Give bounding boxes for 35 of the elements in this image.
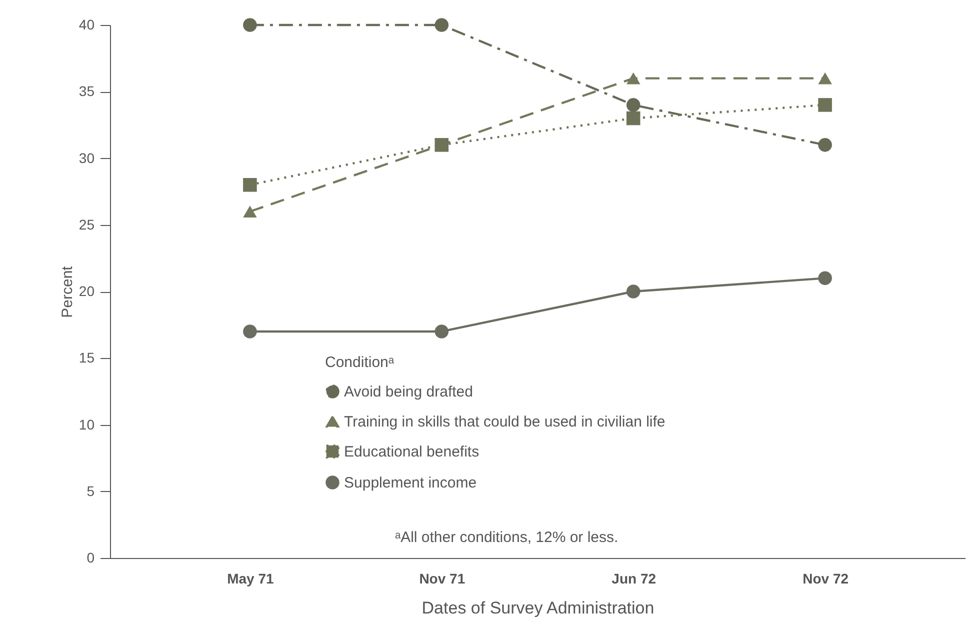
legend-label: Supplement income [344, 474, 477, 492]
point [626, 284, 640, 298]
point [434, 18, 449, 32]
y-axis-title: Percent [58, 265, 76, 318]
point [626, 72, 640, 84]
x-tick-label: Nov 71 [419, 570, 466, 586]
y-tick-label: 0 [86, 550, 95, 566]
y-tick-label: 35 [78, 83, 95, 100]
point [243, 206, 257, 218]
x-tick-label: May 71 [227, 570, 274, 586]
point [818, 138, 832, 152]
point [818, 98, 832, 112]
y-tick-label: 10 [78, 416, 95, 432]
annotation: ᵃAll other conditions, 12% or less. [395, 529, 618, 546]
x-tick-label: Jun 72 [612, 570, 656, 586]
legend-label: Educational benefits [344, 444, 480, 460]
y-tick-label: 40 [78, 16, 95, 32]
y-tick-label: 5 [86, 482, 95, 499]
legend-title: Conditionᵃ [325, 354, 394, 371]
point [243, 178, 257, 192]
x-axis-title: Dates of Survey Administration [422, 598, 654, 618]
point [626, 98, 640, 112]
legend-label: Training in skills that could be used in civilian life [344, 414, 666, 430]
y-tick-label: 30 [78, 150, 95, 166]
point [243, 18, 257, 32]
legend-label: Avoid being drafted [344, 384, 473, 400]
point [243, 324, 257, 338]
y-tick-label: 20 [78, 283, 95, 299]
point [626, 111, 640, 126]
point [434, 324, 449, 338]
point [818, 271, 832, 286]
x-tick-label: Nov 72 [802, 570, 849, 586]
y-tick-label: 25 [78, 216, 95, 232]
y-tick-label: 15 [78, 350, 95, 366]
point [818, 72, 832, 84]
